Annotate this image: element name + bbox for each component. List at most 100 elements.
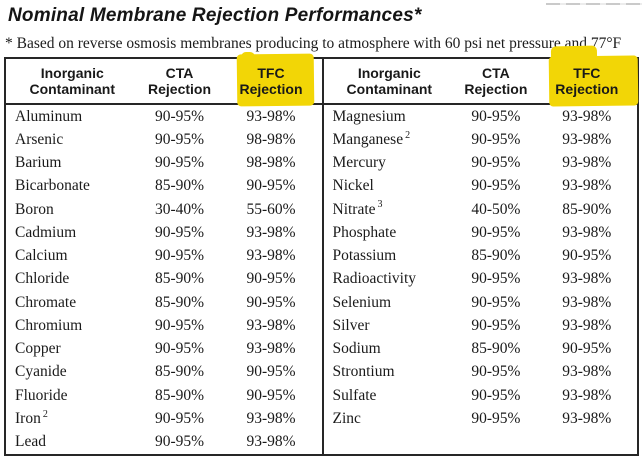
table-row: Bicarbonate 85-90% 90-95%: [6, 175, 322, 198]
table-row: Lead 90-95% 93-98%: [6, 431, 322, 454]
contaminant-cell: Sulfate: [332, 386, 377, 404]
table-row: Magnesium 90-95% 93-98%: [324, 105, 638, 128]
tfc-rejection-cell: 93-98%: [246, 340, 296, 358]
table-row: Mercury 90-95% 93-98%: [324, 152, 638, 175]
tfc-rejection-cell: 90-95%: [562, 247, 612, 265]
tfc-rejection-cell: 90-95%: [246, 177, 296, 195]
contaminant-cell: Magnesium: [332, 107, 406, 125]
table-row: Phosphate 90-95% 93-98%: [324, 221, 638, 244]
table-header-right: Inorganic Contaminant CTA Rejection TFC …: [323, 45, 638, 107]
cta-rejection-cell: 85-90%: [154, 270, 205, 288]
tfc-rejection-cell: 55-60%: [246, 200, 296, 218]
table-row: Selenium 90-95% 93-98%: [324, 291, 638, 314]
tfc-rejection-cell: 93-98%: [246, 223, 296, 241]
header-cta-line2: Rejection: [148, 81, 212, 97]
cta-rejection-cell: 90-95%: [471, 409, 521, 427]
contaminant-cell: Cadmium: [15, 223, 77, 241]
table-row: Boron 30-40% 55-60%: [6, 198, 322, 221]
footnote-superscript: 3: [377, 199, 383, 211]
header-cta-line1: CTA: [165, 65, 194, 81]
tfc-rejection-cell: 85-90%: [562, 200, 612, 218]
page-title: Nominal Membrane Rejection Performances*: [8, 5, 422, 26]
table-row: Radioactivity 90-95% 93-98%: [324, 268, 638, 291]
tfc-rejection-cell: 98-98%: [246, 154, 296, 172]
tfc-rejection-cell: 93-98%: [246, 409, 296, 427]
cta-rejection-cell: 90-95%: [471, 316, 521, 334]
table-left-half: Inorganic Contaminant CTA Rejection TFC …: [6, 51, 322, 454]
header-contaminant-line1: Inorganic: [357, 65, 421, 81]
table-row: Calcium 90-95% 93-98%: [6, 245, 322, 268]
contaminant-cell: Phosphate: [332, 223, 397, 241]
header-contaminant-line2: Contaminant: [346, 81, 433, 97]
cta-rejection-cell: 30-40%: [154, 200, 205, 218]
header-contaminant-line1: Inorganic: [40, 65, 104, 81]
contaminant-cell: Arsenic: [15, 130, 64, 148]
contaminant-cell: Chloride: [15, 270, 70, 288]
contaminant-cell: Nitrate 3: [332, 199, 383, 218]
tfc-rejection-cell: 93-98%: [562, 154, 612, 172]
cta-rejection-cell: 90-95%: [471, 107, 521, 125]
tfc-rejection-cell: 93-98%: [562, 177, 612, 195]
tfc-rejection-cell: 93-98%: [562, 107, 612, 125]
table-header-left: Inorganic Contaminant CTA Rejection TFC …: [6, 51, 322, 107]
table-row: Aluminum 90-95% 93-98%: [6, 105, 322, 128]
tfc-rejection-cell: 93-98%: [562, 270, 612, 288]
table-row: Iron 2 90-95% 93-98%: [6, 407, 322, 430]
header-contaminant-line2: Contaminant: [29, 81, 116, 97]
table-row: Sulfate 90-95% 93-98%: [324, 384, 638, 407]
table-row: Chromate 85-90% 90-95%: [6, 291, 322, 314]
cta-rejection-cell: 90-95%: [471, 363, 521, 381]
cta-rejection-cell: 90-95%: [154, 154, 205, 172]
cta-rejection-cell: 90-95%: [154, 409, 205, 427]
cta-rejection-cell: 90-95%: [471, 293, 521, 311]
cta-rejection-cell: 90-95%: [471, 270, 521, 288]
tfc-rejection-cell: 93-98%: [246, 433, 296, 451]
header-cta-line2: Rejection: [464, 81, 528, 97]
tfc-rejection-cell: 93-98%: [246, 247, 296, 265]
table-row: Cyanide 85-90% 90-95%: [6, 361, 322, 384]
cta-rejection-cell: 90-95%: [471, 130, 521, 148]
table-row: Barium 90-95% 98-98%: [6, 152, 322, 175]
contaminant-cell: Mercury: [332, 154, 386, 172]
tfc-rejection-cell: 93-98%: [562, 293, 612, 311]
cta-rejection-cell: 85-90%: [154, 363, 205, 381]
cta-rejection-cell: 90-95%: [154, 107, 205, 125]
header-cta-line1: CTA: [482, 65, 510, 81]
table-row: Zinc 90-95% 93-98%: [324, 407, 638, 430]
table-row: Copper 90-95% 93-98%: [6, 338, 322, 361]
cta-rejection-cell: 90-95%: [471, 177, 521, 195]
header-contaminant: Inorganic Contaminant: [324, 65, 456, 97]
cta-rejection-cell: 90-95%: [154, 433, 205, 451]
cta-rejection-cell: 90-95%: [471, 154, 521, 172]
cta-rejection-cell: 85-90%: [471, 247, 521, 265]
cta-rejection-cell: 90-95%: [154, 316, 205, 334]
contaminant-cell: Calcium: [15, 247, 68, 265]
table-row: Chromium 90-95% 93-98%: [6, 314, 322, 337]
tfc-rejection-cell: 90-95%: [246, 363, 296, 381]
contaminant-cell: Bicarbonate: [15, 177, 90, 195]
contaminant-cell: Nickel: [332, 177, 374, 195]
tfc-rejection-cell: 93-98%: [246, 316, 296, 334]
tfc-rejection-cell: 93-98%: [562, 363, 612, 381]
contaminant-cell: Radioactivity: [332, 270, 417, 288]
table-row: Potassium 85-90% 90-95%: [324, 245, 638, 268]
tfc-rejection-cell: 90-95%: [246, 270, 296, 288]
header-contaminant: Inorganic Contaminant: [6, 65, 139, 97]
cta-rejection-cell: 85-90%: [154, 177, 205, 195]
cta-rejection-cell: 90-95%: [154, 340, 205, 358]
footnote-superscript: 2: [42, 408, 48, 420]
contaminant-cell: Boron: [15, 200, 54, 218]
table-row: Cadmium 90-95% 93-98%: [6, 221, 322, 244]
contaminant-cell: Zinc: [332, 409, 361, 427]
contaminant-cell: Potassium: [332, 247, 397, 265]
scan-artifact-line: [546, 3, 642, 5]
table-body-right: Magnesium 90-95% 93-98% Manganese 2 90-95% 93-…: [324, 105, 638, 454]
tfc-rejection-cell: 90-95%: [246, 386, 296, 404]
contaminant-cell: Aluminum: [15, 107, 83, 125]
contaminant-cell: Silver: [332, 316, 370, 334]
header-tfc-line2: Rejection: [555, 81, 619, 97]
contaminant-cell: Fluoride: [15, 386, 68, 404]
contaminant-cell: Sodium: [332, 340, 381, 358]
cta-rejection-cell: 85-90%: [471, 340, 521, 358]
table-right-half: Inorganic Contaminant CTA Rejection TFC …: [321, 45, 638, 454]
